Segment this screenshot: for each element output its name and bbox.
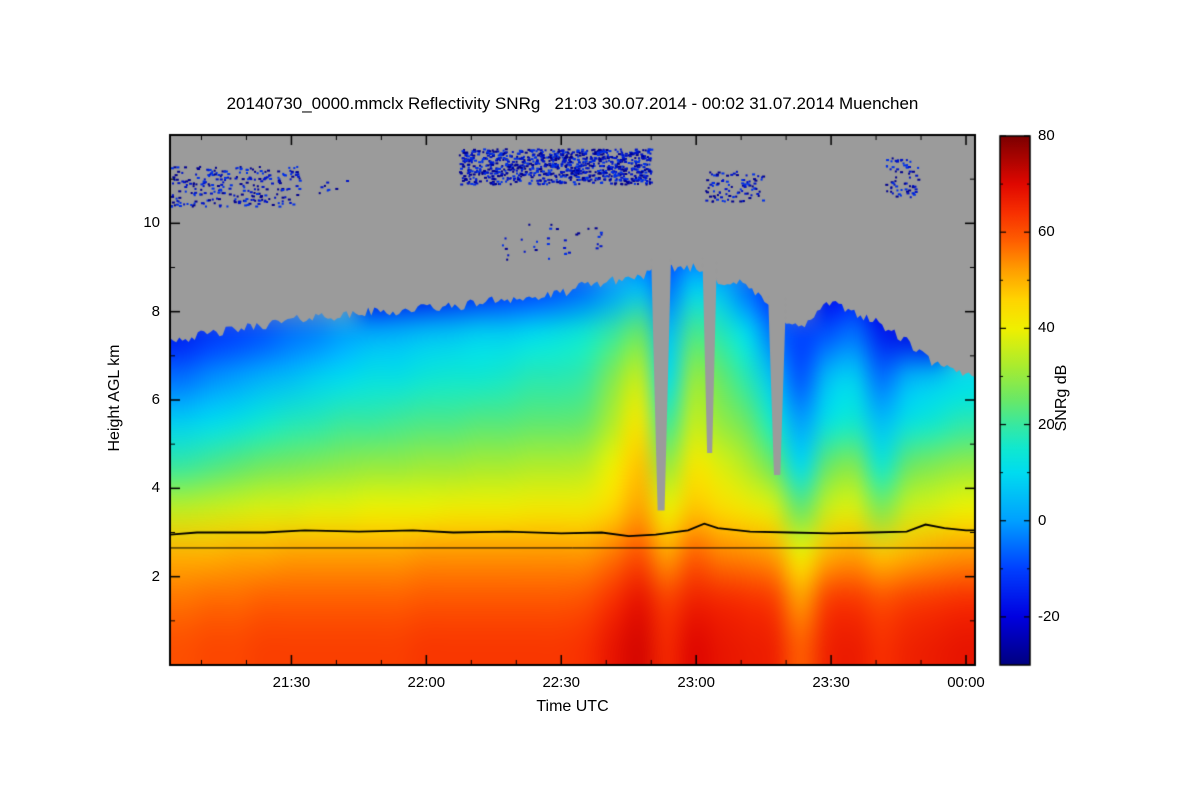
x-tick-label: 00:00 xyxy=(947,674,985,691)
y-tick-label: 6 xyxy=(151,391,160,408)
y-tick-label: 4 xyxy=(151,479,160,497)
x-tick-label: 23:30 xyxy=(812,674,850,691)
x-tick-label: 21:30 xyxy=(272,674,311,691)
x-tick-label: 22:30 xyxy=(542,674,581,691)
colorbar-label: SNRg dB xyxy=(1053,364,1070,432)
colorbar-tick-label: -20 xyxy=(1038,607,1060,625)
x-tick-label: 22:00 xyxy=(407,674,446,691)
colorbar-tick-label: 20 xyxy=(1038,415,1055,433)
colorbar-tick-label: 60 xyxy=(1038,223,1055,241)
colorbar-tick-label: 80 xyxy=(1038,127,1055,144)
x-axis-label: Time UTC xyxy=(536,698,609,715)
x-tick-label: 23:00 xyxy=(677,674,715,691)
colorbar-tick-label: 0 xyxy=(1038,511,1047,529)
y-tick-label: 10 xyxy=(143,214,160,232)
plot-title: 20140730_0000.mmclx Reflectivity SNRg 21… xyxy=(226,94,919,113)
y-tick-label: 8 xyxy=(151,302,160,320)
colorbar-tick-label: 40 xyxy=(1038,319,1055,337)
y-axis-label: Height AGL km xyxy=(106,344,123,452)
y-tick-label: 2 xyxy=(151,567,160,585)
